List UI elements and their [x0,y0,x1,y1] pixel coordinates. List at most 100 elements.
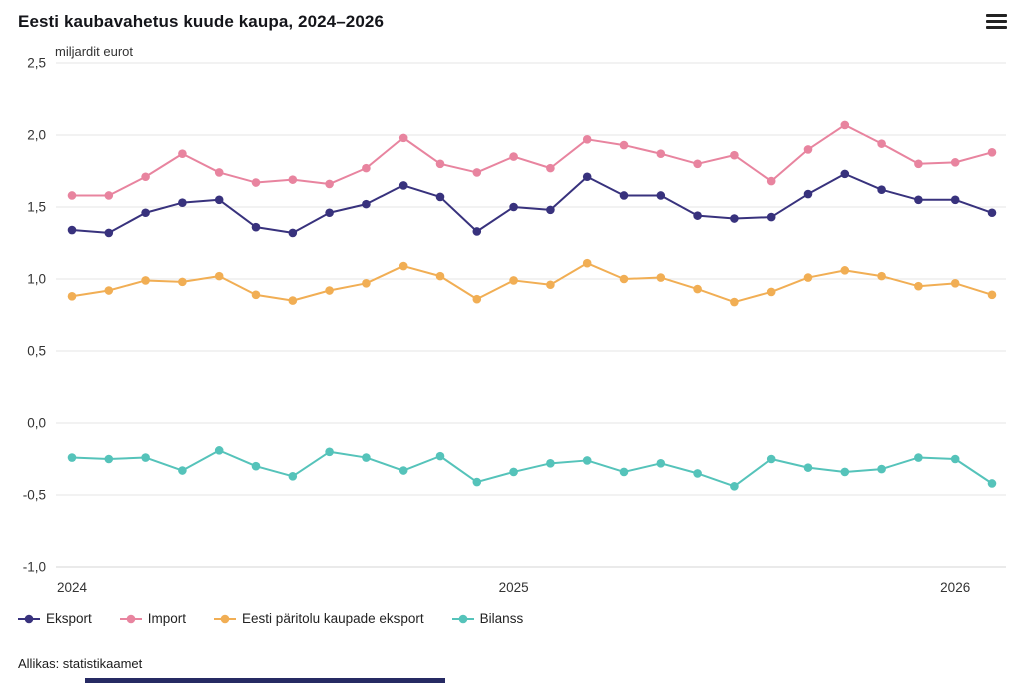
data-point-eesti-paritolu-kaupade-eksport[interactable] [546,280,555,290]
data-point-import[interactable] [141,172,150,182]
data-point-import[interactable] [362,163,371,173]
data-point-eesti-paritolu-kaupade-eksport[interactable] [67,291,77,301]
data-point-eesti-paritolu-kaupade-eksport[interactable] [472,294,482,304]
data-point-eksport[interactable] [362,199,371,209]
data-point-eksport[interactable] [656,191,666,200]
data-point-import[interactable] [251,178,261,187]
data-point-bilanss[interactable] [546,459,555,468]
data-point-eksport[interactable] [877,185,886,195]
data-point-eksport[interactable] [950,195,960,205]
data-point-import[interactable] [840,120,850,130]
data-point-bilanss[interactable] [766,454,776,464]
data-point-bilanss[interactable] [288,471,298,481]
data-point-eesti-paritolu-kaupade-eksport[interactable] [766,287,776,297]
data-point-import[interactable] [398,133,408,143]
data-point-bilanss[interactable] [914,453,923,462]
hamburger-menu-icon[interactable] [986,12,1008,31]
data-point-eksport[interactable] [104,228,114,238]
data-point-import[interactable] [67,191,77,200]
data-point-eksport[interactable] [987,208,997,218]
data-point-eesti-paritolu-kaupade-eksport[interactable] [693,284,702,294]
data-point-import[interactable] [288,175,298,184]
data-point-import[interactable] [766,176,776,186]
data-point-bilanss[interactable] [178,466,187,475]
data-point-bilanss[interactable] [398,466,408,475]
data-point-bilanss[interactable] [693,469,702,478]
data-point-bilanss[interactable] [472,477,482,487]
data-point-import[interactable] [582,135,592,144]
data-point-bilanss[interactable] [582,456,592,465]
data-point-eesti-paritolu-kaupade-eksport[interactable] [398,261,408,271]
data-point-eksport[interactable] [730,214,739,223]
data-point-bilanss[interactable] [325,447,334,457]
data-point-bilanss[interactable] [67,453,77,462]
data-point-eesti-paritolu-kaupade-eksport[interactable] [435,271,445,281]
data-point-bilanss[interactable] [619,467,629,477]
data-point-import[interactable] [214,168,224,177]
data-point-import[interactable] [619,140,629,150]
data-point-eesti-paritolu-kaupade-eksport[interactable] [288,296,298,305]
data-point-eksport[interactable] [472,227,482,236]
legend-item-import[interactable]: Import [119,611,186,626]
data-point-bilanss[interactable] [251,461,261,471]
data-point-import[interactable] [693,159,702,169]
data-point-import[interactable] [435,159,445,169]
data-point-import[interactable] [325,179,334,189]
data-point-eesti-paritolu-kaupade-eksport[interactable] [251,290,261,300]
data-point-bilanss[interactable] [987,479,997,488]
data-point-eesti-paritolu-kaupade-eksport[interactable] [141,276,150,285]
data-point-eksport[interactable] [766,212,776,222]
data-point-import[interactable] [914,159,923,169]
data-point-bilanss[interactable] [104,454,114,464]
data-point-bilanss[interactable] [214,446,224,455]
data-point-eesti-paritolu-kaupade-eksport[interactable] [178,277,187,287]
data-point-import[interactable] [877,139,886,148]
data-point-eesti-paritolu-kaupade-eksport[interactable] [325,286,334,295]
data-point-eksport[interactable] [509,202,518,212]
data-point-bilanss[interactable] [141,453,150,462]
data-point-eesti-paritolu-kaupade-eksport[interactable] [509,276,518,285]
legend-item-bilanss[interactable]: Bilanss [451,611,523,626]
data-point-import[interactable] [656,149,666,159]
data-point-eesti-paritolu-kaupade-eksport[interactable] [987,290,997,300]
data-point-import[interactable] [803,145,813,154]
data-point-eesti-paritolu-kaupade-eksport[interactable] [362,279,371,288]
data-point-eksport[interactable] [619,191,629,200]
data-point-eesti-paritolu-kaupade-eksport[interactable] [656,273,666,282]
data-point-eksport[interactable] [914,195,923,205]
data-point-eesti-paritolu-kaupade-eksport[interactable] [914,281,923,291]
data-point-eksport[interactable] [803,189,813,199]
data-point-eksport[interactable] [840,169,850,179]
legend-item-eesti-paritolu-kaupade-eksport[interactable]: Eesti päritolu kaupade eksport [214,611,424,626]
data-point-bilanss[interactable] [362,453,371,462]
data-point-eksport[interactable] [141,208,150,218]
data-point-eesti-paritolu-kaupade-eksport[interactable] [877,271,886,281]
data-point-eesti-paritolu-kaupade-eksport[interactable] [619,274,629,284]
data-point-import[interactable] [730,150,739,160]
data-point-import[interactable] [509,152,518,161]
data-point-bilanss[interactable] [656,459,666,468]
data-point-eksport[interactable] [325,208,334,218]
data-point-eksport[interactable] [214,195,224,205]
data-point-eksport[interactable] [435,192,445,202]
data-point-import[interactable] [472,168,482,177]
data-point-bilanss[interactable] [509,467,518,477]
data-point-eksport[interactable] [546,205,555,215]
data-point-bilanss[interactable] [803,463,813,472]
data-point-bilanss[interactable] [877,464,886,474]
data-point-eksport[interactable] [251,222,261,232]
data-point-eksport[interactable] [693,211,702,220]
data-point-eesti-paritolu-kaupade-eksport[interactable] [950,279,960,288]
data-point-bilanss[interactable] [435,451,445,461]
data-point-import[interactable] [950,158,960,167]
data-point-eesti-paritolu-kaupade-eksport[interactable] [214,271,224,281]
data-point-bilanss[interactable] [950,454,960,464]
data-point-eesti-paritolu-kaupade-eksport[interactable] [803,273,813,282]
legend-item-eksport[interactable]: Eksport [18,611,92,626]
data-point-eesti-paritolu-kaupade-eksport[interactable] [582,258,592,268]
data-point-eksport[interactable] [398,181,408,190]
data-point-eksport[interactable] [288,228,298,238]
data-point-bilanss[interactable] [730,482,739,491]
data-point-import[interactable] [178,149,187,159]
data-point-eksport[interactable] [67,225,77,235]
